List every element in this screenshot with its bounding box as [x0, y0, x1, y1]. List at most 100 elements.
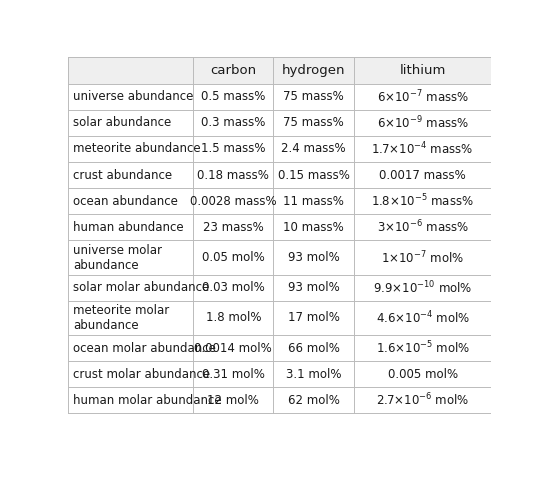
Text: 0.18 mass%: 0.18 mass% — [197, 169, 269, 182]
Bar — [193, 335, 274, 361]
Text: 1.6×10$^{-5}$ mol%: 1.6×10$^{-5}$ mol% — [376, 340, 470, 356]
Bar — [68, 240, 193, 274]
Text: 1×10$^{-7}$ mol%: 1×10$^{-7}$ mol% — [381, 249, 464, 266]
Text: 0.005 mol%: 0.005 mol% — [388, 368, 458, 381]
Text: solar molar abundance: solar molar abundance — [73, 281, 210, 294]
Bar — [68, 388, 193, 413]
Bar — [193, 188, 274, 214]
Bar — [274, 162, 354, 188]
Text: 0.3 mass%: 0.3 mass% — [201, 116, 265, 129]
Bar — [354, 361, 491, 388]
Text: 93 mol%: 93 mol% — [288, 251, 340, 264]
Bar — [354, 240, 491, 274]
Bar — [354, 335, 491, 361]
Text: 1.7×10$^{-4}$ mass%: 1.7×10$^{-4}$ mass% — [371, 141, 474, 157]
Text: 12 mol%: 12 mol% — [207, 394, 259, 407]
Text: 1.5 mass%: 1.5 mass% — [201, 142, 265, 155]
Text: 0.03 mol%: 0.03 mol% — [202, 281, 265, 294]
Bar — [354, 57, 491, 84]
Bar — [68, 188, 193, 214]
Text: 10 mass%: 10 mass% — [283, 221, 344, 234]
Text: ocean abundance: ocean abundance — [73, 194, 178, 208]
Text: crust abundance: crust abundance — [73, 169, 173, 182]
Bar — [193, 214, 274, 240]
Bar — [68, 110, 193, 136]
Text: 23 mass%: 23 mass% — [203, 221, 264, 234]
Text: crust molar abundance: crust molar abundance — [73, 368, 210, 381]
Bar — [193, 84, 274, 110]
Bar — [193, 162, 274, 188]
Text: 11 mass%: 11 mass% — [283, 194, 344, 208]
Text: 0.5 mass%: 0.5 mass% — [201, 90, 265, 103]
Text: universe abundance: universe abundance — [73, 90, 194, 103]
Text: human molar abundance: human molar abundance — [73, 394, 222, 407]
Bar — [193, 136, 274, 162]
Text: 1.8×10$^{-5}$ mass%: 1.8×10$^{-5}$ mass% — [371, 193, 474, 209]
Bar — [274, 136, 354, 162]
Text: 93 mol%: 93 mol% — [288, 281, 340, 294]
Text: meteorite molar
abundance: meteorite molar abundance — [73, 304, 170, 332]
Bar — [68, 274, 193, 301]
Bar — [354, 301, 491, 335]
Bar — [274, 274, 354, 301]
Bar — [274, 361, 354, 388]
Text: 0.15 mass%: 0.15 mass% — [278, 169, 349, 182]
Text: 4.6×10$^{-4}$ mol%: 4.6×10$^{-4}$ mol% — [376, 309, 470, 326]
Bar — [68, 214, 193, 240]
Text: meteorite abundance: meteorite abundance — [73, 142, 201, 155]
Bar — [274, 214, 354, 240]
Bar — [274, 388, 354, 413]
Bar — [193, 110, 274, 136]
Bar — [193, 240, 274, 274]
Text: solar abundance: solar abundance — [73, 116, 171, 129]
Bar — [274, 335, 354, 361]
Bar — [68, 136, 193, 162]
Text: 75 mass%: 75 mass% — [283, 90, 344, 103]
Text: 0.0028 mass%: 0.0028 mass% — [190, 194, 277, 208]
Text: 0.0017 mass%: 0.0017 mass% — [379, 169, 466, 182]
Bar — [193, 361, 274, 388]
Bar — [354, 110, 491, 136]
Bar — [68, 301, 193, 335]
Bar — [68, 84, 193, 110]
Bar — [68, 335, 193, 361]
Text: 3.1 mol%: 3.1 mol% — [286, 368, 341, 381]
Bar — [274, 84, 354, 110]
Text: 1.8 mol%: 1.8 mol% — [205, 311, 261, 324]
Text: 2.4 mass%: 2.4 mass% — [281, 142, 346, 155]
Text: 17 mol%: 17 mol% — [288, 311, 340, 324]
Bar — [193, 274, 274, 301]
Bar — [274, 110, 354, 136]
Bar — [354, 388, 491, 413]
Text: human abundance: human abundance — [73, 221, 184, 234]
Text: lithium: lithium — [400, 64, 446, 77]
Text: 9.9×10$^{-10}$ mol%: 9.9×10$^{-10}$ mol% — [373, 279, 472, 296]
Bar — [193, 388, 274, 413]
Bar — [274, 301, 354, 335]
Bar — [354, 84, 491, 110]
Text: 0.0014 mol%: 0.0014 mol% — [194, 342, 272, 354]
Bar — [68, 162, 193, 188]
Text: 6×10$^{-7}$ mass%: 6×10$^{-7}$ mass% — [377, 88, 468, 105]
Bar — [68, 57, 193, 84]
Text: 62 mol%: 62 mol% — [288, 394, 340, 407]
Bar — [68, 361, 193, 388]
Text: 0.31 mol%: 0.31 mol% — [202, 368, 265, 381]
Text: universe molar
abundance: universe molar abundance — [73, 243, 162, 272]
Text: 6×10$^{-9}$ mass%: 6×10$^{-9}$ mass% — [377, 114, 468, 131]
Text: hydrogen: hydrogen — [282, 64, 346, 77]
Bar — [354, 188, 491, 214]
Text: 3×10$^{-6}$ mass%: 3×10$^{-6}$ mass% — [377, 219, 468, 236]
Bar — [354, 214, 491, 240]
Text: 2.7×10$^{-6}$ mol%: 2.7×10$^{-6}$ mol% — [376, 392, 470, 409]
Bar — [193, 57, 274, 84]
Bar — [354, 274, 491, 301]
Text: carbon: carbon — [210, 64, 256, 77]
Bar — [274, 188, 354, 214]
Bar — [274, 240, 354, 274]
Text: 0.05 mol%: 0.05 mol% — [202, 251, 265, 264]
Text: 75 mass%: 75 mass% — [283, 116, 344, 129]
Bar — [274, 57, 354, 84]
Text: 66 mol%: 66 mol% — [288, 342, 340, 354]
Bar — [354, 162, 491, 188]
